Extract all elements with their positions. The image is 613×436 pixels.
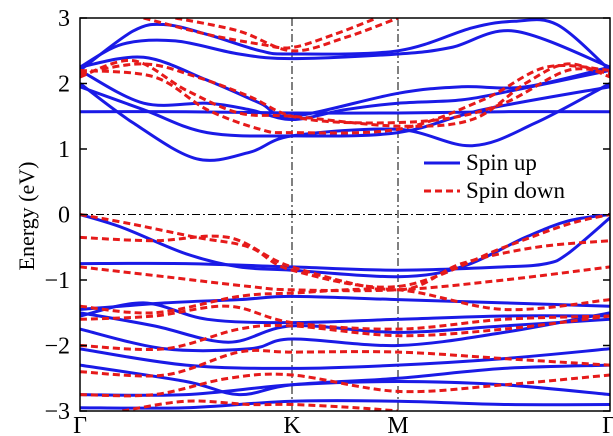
x-tick-label-2: M (387, 413, 408, 436)
spin-up-band-10 (80, 301, 610, 325)
ticks-layer: −3 −2 −1 0 1 2 3 Γ K M Γ (44, 6, 613, 436)
spin-down-band-10 (80, 314, 610, 352)
spin-down-band-2 (80, 62, 610, 125)
spin-up-band-0 (80, 110, 610, 115)
spin-up-band-9 (80, 294, 610, 311)
spin-up-band-15 (80, 380, 610, 397)
y-tick-label: 3 (58, 6, 70, 32)
y-tick-label: −2 (44, 334, 70, 360)
y-tick-label: 2 (58, 72, 70, 98)
x-tick-label-3: Γ (602, 413, 613, 436)
spin-up-band-16 (80, 399, 610, 410)
spin-down-band-13 (122, 399, 399, 411)
spin-down-band-9 (80, 304, 610, 331)
y-tick-label: −3 (44, 399, 70, 425)
spin-up-band-14 (80, 363, 610, 397)
spin-down-band-6 (80, 234, 610, 292)
legend-label-spin-down: Spin down (466, 178, 566, 203)
spin-up-band-5 (80, 29, 610, 69)
spin-up-band-2 (80, 82, 610, 162)
spin-up-band-12 (80, 311, 610, 353)
spin-down-band-1 (175, 18, 399, 53)
y-tick-label: 1 (58, 137, 70, 163)
legend-box (420, 150, 608, 214)
x-tick-label-0: Γ (73, 413, 87, 436)
spin-down-band-7 (80, 265, 610, 293)
legend-label-spin-up: Spin up (466, 150, 537, 175)
spin-down-band-12 (80, 372, 610, 398)
spin-up-band-8 (80, 216, 610, 272)
spin-down-band-0 (143, 18, 378, 50)
y-tick-label: 0 (58, 203, 70, 229)
spin-down-band-3 (80, 59, 610, 128)
legend: Spin up Spin down (420, 150, 608, 214)
y-axis-title: Energy (eV) (14, 162, 39, 271)
spin-down-band-11 (80, 348, 610, 378)
spin-up-band-7 (80, 213, 610, 279)
spin-up-band-4 (80, 55, 610, 118)
spin-down-band-8 (80, 287, 610, 315)
spin-down-band-5 (80, 213, 610, 289)
spin-down-band-4 (80, 63, 610, 135)
spin-up-band-6 (80, 18, 610, 72)
spin-up-band-13 (80, 347, 610, 370)
x-tick-label-1: K (283, 413, 301, 436)
bands-layer (80, 18, 610, 411)
y-tick-label: −1 (44, 268, 70, 294)
